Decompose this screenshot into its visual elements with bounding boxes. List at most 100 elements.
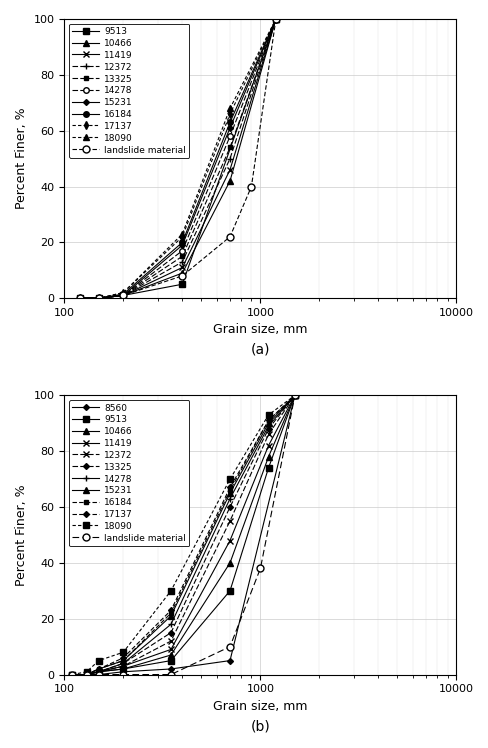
15231 xyxy=(120,291,126,300)
Line: 12372: 12372 xyxy=(76,16,279,301)
11419 xyxy=(69,670,75,679)
13325 xyxy=(120,291,126,300)
18090 xyxy=(96,294,102,303)
landslide material xyxy=(257,564,263,573)
9513 xyxy=(69,670,75,679)
Line: 14278: 14278 xyxy=(77,16,278,301)
18090 xyxy=(120,288,126,297)
11419 xyxy=(265,441,271,450)
12372 xyxy=(83,670,89,679)
13325 xyxy=(226,143,232,152)
12372 xyxy=(96,667,102,676)
landslide material xyxy=(120,291,126,300)
14278 xyxy=(226,132,232,141)
15231 xyxy=(226,123,232,132)
17137 xyxy=(69,670,75,679)
17137 xyxy=(291,391,297,400)
18090 xyxy=(168,586,174,595)
15231 xyxy=(69,670,75,679)
9513 xyxy=(120,291,126,300)
11419 xyxy=(120,662,126,671)
17137 xyxy=(96,294,102,303)
Line: 8560: 8560 xyxy=(70,393,296,677)
8560 xyxy=(291,391,297,400)
Line: 16184: 16184 xyxy=(77,16,278,301)
17137 xyxy=(77,294,82,303)
13325 xyxy=(69,670,75,679)
11419 xyxy=(226,165,232,174)
12372 xyxy=(226,154,232,163)
X-axis label: Grain size, mm: Grain size, mm xyxy=(213,323,307,337)
15231 xyxy=(83,670,89,679)
16184 xyxy=(179,238,185,247)
10466 xyxy=(83,670,89,679)
12372 xyxy=(272,14,278,23)
11419 xyxy=(291,391,297,400)
12372 xyxy=(69,670,75,679)
9513 xyxy=(272,14,278,23)
11419 xyxy=(96,294,102,303)
Line: 13325: 13325 xyxy=(70,393,296,677)
17137 xyxy=(265,416,271,425)
X-axis label: Grain size, mm: Grain size, mm xyxy=(213,700,307,713)
10466 xyxy=(265,453,271,462)
9513 xyxy=(179,280,185,289)
14278 xyxy=(120,291,126,300)
16184 xyxy=(77,294,82,303)
15231 xyxy=(291,391,297,400)
Text: (b): (b) xyxy=(250,719,270,733)
10466 xyxy=(120,664,126,673)
17137 xyxy=(226,109,232,118)
10466 xyxy=(69,670,75,679)
Text: (a): (a) xyxy=(250,343,269,357)
13325 xyxy=(77,294,82,303)
12372 xyxy=(120,662,126,671)
14278 xyxy=(179,246,185,255)
Line: 15231: 15231 xyxy=(69,393,297,678)
Line: landslide material: landslide material xyxy=(76,16,279,301)
Line: 17137: 17137 xyxy=(70,393,296,677)
11419 xyxy=(83,670,89,679)
Line: 18090: 18090 xyxy=(77,16,278,301)
landslide material xyxy=(83,670,89,679)
16184 xyxy=(120,656,126,665)
17137 xyxy=(96,664,102,673)
12372 xyxy=(77,294,82,303)
12372 xyxy=(168,637,174,646)
Line: 18090: 18090 xyxy=(69,393,297,678)
Line: 16184: 16184 xyxy=(70,393,296,677)
14278 xyxy=(265,422,271,431)
13325 xyxy=(168,628,174,637)
11419 xyxy=(96,667,102,676)
17137 xyxy=(226,483,232,492)
13325 xyxy=(179,252,185,261)
13325 xyxy=(226,503,232,512)
17137 xyxy=(272,14,278,23)
16184 xyxy=(226,118,232,127)
18090 xyxy=(226,475,232,484)
18090 xyxy=(96,656,102,665)
10466 xyxy=(226,177,232,186)
11419 xyxy=(120,291,126,300)
17137 xyxy=(120,653,126,662)
15231 xyxy=(226,488,232,497)
10466 xyxy=(226,559,232,568)
13325 xyxy=(120,659,126,668)
Line: 14278: 14278 xyxy=(69,392,298,678)
Line: 12372: 12372 xyxy=(69,392,298,678)
18090 xyxy=(77,294,82,303)
10466 xyxy=(120,291,126,300)
16184 xyxy=(120,289,126,298)
14278 xyxy=(272,14,278,23)
Line: landslide material: landslide material xyxy=(69,392,298,678)
13325 xyxy=(265,424,271,433)
Line: 10466: 10466 xyxy=(77,16,278,301)
landslide material xyxy=(168,670,174,679)
18090 xyxy=(179,230,185,239)
18090 xyxy=(120,648,126,657)
11419 xyxy=(272,14,278,23)
10466 xyxy=(168,651,174,660)
9513 xyxy=(168,656,174,665)
18090 xyxy=(69,670,75,679)
8560 xyxy=(226,656,232,665)
